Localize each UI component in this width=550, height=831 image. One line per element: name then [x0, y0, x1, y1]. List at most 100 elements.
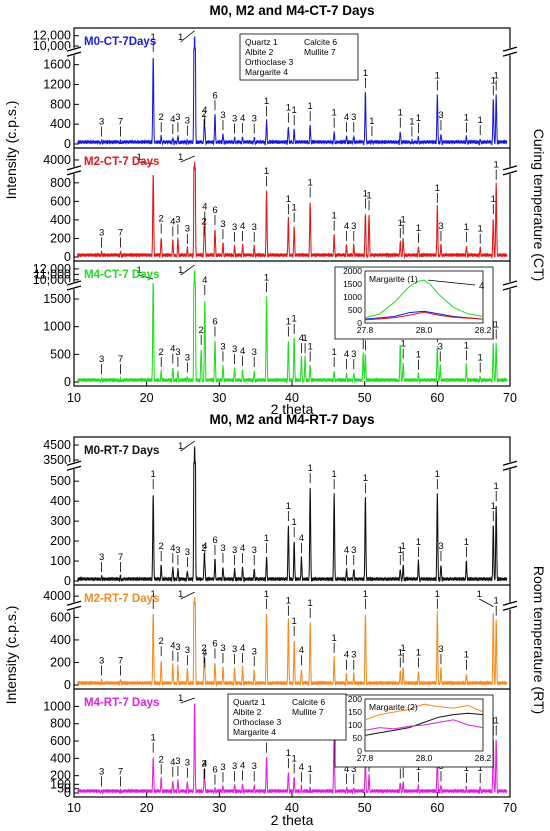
y-tick-label: 600	[50, 610, 71, 624]
peak-annotation-label: 1	[178, 265, 183, 276]
axis-break-mark	[502, 460, 518, 466]
peak-annotation-label: 4	[344, 650, 349, 661]
xrd-pattern-line	[77, 596, 508, 687]
x-tick-label: 50	[358, 801, 372, 815]
peak-annotation-label: 6	[212, 535, 217, 546]
peak-annotation-label: 1	[494, 715, 499, 726]
axis-break-mark	[502, 280, 518, 286]
y-tick-label: 200	[50, 769, 71, 783]
peak-annotation-label: 3	[232, 545, 237, 556]
y-tick-label: 200	[50, 534, 71, 548]
axis-break-mark	[502, 605, 518, 611]
axis-break-gap	[503, 48, 517, 56]
peak-annotation-label: 1	[286, 317, 291, 328]
peak-annotation-arrow	[139, 274, 154, 280]
peak-annotation-label: 4	[299, 533, 304, 544]
y-tick-label: 0	[64, 786, 71, 800]
peak-annotation-label: 1	[137, 152, 142, 163]
peak-annotation-label: 1	[416, 537, 421, 548]
peak-annotation-label: 1	[416, 223, 421, 234]
y-tick-label: 1000	[43, 699, 71, 713]
peak-annotation-label: 1	[308, 341, 313, 352]
peak-annotation-label: 4	[202, 105, 207, 116]
x-tick-label: 70	[503, 391, 517, 405]
y-tick-label: 12,000	[33, 29, 71, 43]
peak-annotation-label: 4	[170, 114, 175, 125]
axis-break-mark	[66, 51, 82, 57]
peak-annotation-label: 1	[478, 763, 483, 774]
peak-annotation-label: 1	[401, 643, 406, 654]
inset-y-tick-label: 0	[357, 318, 362, 328]
peak-annotation-label: 1	[494, 319, 499, 330]
peak-annotation-label: 3	[99, 552, 104, 563]
inset-series-line	[364, 719, 484, 731]
peak-annotation-label: 1	[292, 202, 297, 213]
xrd-pattern-line	[77, 161, 508, 260]
peak-annotation-label: 1	[494, 596, 499, 607]
peak-annotation-label: 1	[478, 224, 483, 235]
peak-annotation-label: 4	[170, 216, 175, 227]
peak-annotation-label: 2	[201, 543, 206, 554]
axis-break-mark	[66, 280, 82, 286]
axis-break-mark	[502, 46, 518, 52]
peak-annotation-label: 3	[232, 644, 237, 655]
peak-annotation-label: 1	[308, 764, 313, 775]
y-tick-label: 1500	[43, 292, 71, 306]
peak-annotation-label: 3	[185, 758, 190, 769]
panel-label: M4-CT-7 Days	[84, 269, 159, 281]
panel-label: M0-CT-7Days	[84, 36, 156, 48]
peak-annotation-label: 3	[175, 642, 180, 653]
peak-annotation-label: 3	[99, 766, 104, 777]
peak-annotation-label: 2	[201, 759, 206, 770]
inset-peak-label: 4	[479, 281, 484, 292]
peak-annotation-label: 1	[178, 152, 183, 163]
axis-break-mark	[502, 600, 518, 606]
peak-annotation-label: 7	[118, 766, 123, 777]
inset-series-line	[364, 311, 484, 321]
peak-annotation-label: 1	[292, 105, 297, 116]
axis-break-mark	[66, 170, 82, 176]
y-tick-label: 0	[64, 250, 71, 264]
x-tick-label: 70	[503, 801, 517, 815]
peak-annotation-arrow	[180, 155, 195, 163]
peak-annotation-label: 1	[286, 748, 291, 759]
peak-annotation-label: 3	[252, 761, 257, 772]
y-axis-label-rt: Intensity (c.p.s.)	[3, 606, 19, 705]
peak-annotation-label: 1	[478, 352, 483, 363]
peak-annotation-label: 3	[99, 354, 104, 365]
y-tick-label: 800	[50, 97, 71, 111]
peak-annotation-label: 1	[308, 463, 313, 474]
peak-annotation-label: 3	[232, 344, 237, 355]
peak-annotation-label: 6	[212, 205, 217, 216]
peak-annotation-label: 1	[292, 616, 297, 627]
x-tick-label: 40	[285, 801, 299, 815]
peak-annotation-label: 1	[369, 116, 374, 127]
peak-annotation-label: 4	[170, 757, 175, 768]
x-axis-label-rt: 2 theta	[271, 812, 314, 828]
peak-annotation-label: 4	[299, 333, 304, 344]
legend-entry: Margarite 4	[233, 727, 276, 737]
y-tick-label: 400	[50, 213, 71, 227]
peak-annotation-label: 4	[240, 113, 245, 124]
peak-annotation-label: 1	[416, 647, 421, 658]
x-tick-label: 20	[140, 801, 154, 815]
peak-annotation-label: 1	[363, 589, 368, 600]
panel-label: M2-CT-7 Days	[84, 156, 159, 168]
y-tick-label: 10,000	[33, 273, 71, 287]
peak-annotation-label: 1	[264, 533, 269, 544]
peak-annotation-label: 3	[185, 224, 190, 235]
peak-annotation-label: 3	[99, 117, 104, 128]
peak-annotation-label: 2	[201, 643, 206, 654]
peak-annotation-label: 2	[159, 214, 164, 225]
peak-annotation-label: 1	[363, 188, 368, 199]
peak-annotation-label: 3	[351, 650, 356, 661]
peak-annotation-label: 1	[264, 589, 269, 600]
peak-annotation-label: 1	[137, 265, 142, 276]
inset-series-line	[364, 279, 484, 319]
peak-annotation-label: 3	[220, 341, 225, 352]
peak-annotation-label: 4	[240, 760, 245, 771]
peak-annotation-label: 1	[435, 469, 440, 480]
peak-annotation-label: 3	[220, 643, 225, 654]
y-tick-label: 400	[50, 494, 71, 508]
chart-title-ct: M0, M2 and M4-CT-7 Days	[209, 3, 374, 18]
